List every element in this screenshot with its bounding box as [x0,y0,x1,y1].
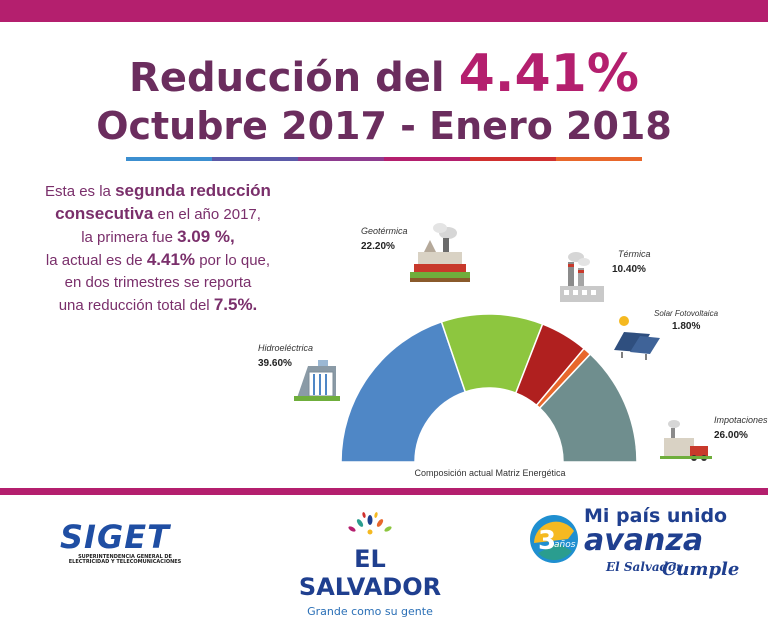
desc-text: Esta es la [45,183,111,200]
flower-emblem-icon [348,512,392,535]
solar-label: Solar Fotovoltaica [654,309,719,318]
desc-text: en el año 2017, [157,206,261,223]
desc-text: en dos trimestres se reporta [64,274,252,291]
hydro-dam-icon [294,360,340,401]
svg-text:años: años [554,540,576,550]
bottom-divider-bar [0,488,768,495]
desc-emphasis: 7.5%. [213,295,258,314]
el-salvador-tagline: Grande como su gente [307,605,433,618]
chart-slice-hidroel-ctrica [340,320,467,463]
three-years-badge-icon: 3 años [530,515,578,563]
desc-text: la actual es de [45,252,143,269]
title-percentage: 4.41% [458,44,639,104]
energy-matrix-chart: Hidroeléctrica 39.60% Geotérmica 22.20% … [258,223,768,478]
thermal-value: 10.40% [612,264,646,275]
slogan-line-1: Mi país unido [584,505,728,527]
thermal-label: Térmica [618,249,651,259]
geothermal-label: Geotérmica [361,226,408,236]
svg-text:3: 3 [538,526,556,556]
mi-pais-avanza-logo: 3 años Mi país unido avanza El Salvador … [524,505,739,585]
desc-text: por lo que, [199,252,271,269]
chart-slice-impotaciones [538,353,638,463]
chart-slices [340,313,638,463]
desc-text: una reducción total del [58,297,210,314]
slogan-el-salvador: El Salvador [606,560,683,574]
title-prefix: Reducción del [129,55,445,101]
chart-title: Composición actual Matriz Energética [414,468,565,478]
geothermal-value: 22.20% [361,241,395,252]
slogan-line-2: avanza [584,523,704,558]
desc-emphasis: 4.41% [146,250,196,269]
desc-emphasis: 3.09 %, [177,227,235,246]
solar-panel-icon [614,316,660,360]
page-title: Reducción del 4.41% [0,44,768,104]
el-salvador-logo: EL SALVADOR Grande como su gente [282,512,458,618]
hydro-label: Hidroeléctrica [258,343,313,353]
rainbow-divider [126,157,642,161]
desc-emphasis: consecutiva [55,204,154,223]
import-truck-icon [660,420,712,461]
hydro-value: 39.60% [258,358,292,369]
solar-value: 1.80% [672,321,700,332]
imports-label: Impotaciones [714,415,768,425]
period-subtitle: Octubre 2017 - Enero 2018 [96,104,672,148]
siget-logo: SIGET SUPERINTENDENCIA GENERAL DE ELECTR… [60,518,190,566]
slogan-cumple: Cumple [662,559,740,580]
thermal-plant-icon [560,252,604,302]
geothermal-plant-icon [410,223,470,282]
reduction-description: Esta es la segunda reducción consecutiva… [8,180,308,317]
imports-value: 26.00% [714,430,748,441]
desc-emphasis: segunda reducción [115,181,271,200]
siget-wordmark: SIGET [60,518,170,556]
siget-subtitle-1: SUPERINTENDENCIA GENERAL DE [78,554,172,560]
siget-subtitle-2: ELECTRICIDAD Y TELECOMUNICACIONES [68,559,182,565]
desc-text: la primera fue [81,229,173,246]
top-banner-bar [0,0,768,22]
